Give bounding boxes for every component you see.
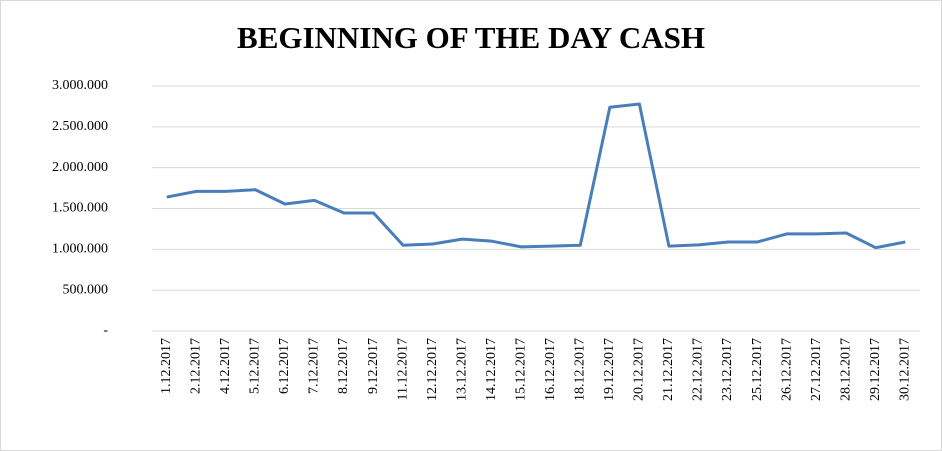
- y-tick-label: 1.500.000: [52, 201, 108, 216]
- x-tick-label: 9.12.2017: [366, 338, 381, 394]
- x-tick-label: 8.12.2017: [336, 338, 351, 394]
- y-tick-label: 2.000.000: [52, 160, 108, 175]
- x-tick-label: 28.12.2017: [838, 338, 853, 401]
- x-tick-label: 23.12.2017: [720, 338, 735, 401]
- y-tick-label: -: [103, 323, 108, 338]
- y-tick-label: 3.000.000: [52, 78, 108, 93]
- x-tick-label: 18.12.2017: [573, 338, 588, 401]
- x-tick-label: 13.12.2017: [454, 338, 469, 401]
- data-line: [166, 102, 906, 250]
- x-tick-label: 20.12.2017: [632, 338, 647, 401]
- x-tick-label: 4.12.2017: [218, 338, 233, 394]
- y-tick-label: 500.000: [63, 282, 109, 297]
- chart-title: BEGINNING OF THE DAY CASH: [237, 20, 705, 55]
- x-tick-label: 14.12.2017: [484, 338, 499, 401]
- x-tick-label: 25.12.2017: [750, 338, 765, 401]
- x-tick-label: 5.12.2017: [248, 338, 263, 394]
- y-tick-label: 2.500.000: [52, 119, 108, 134]
- x-tick-label: 29.12.2017: [868, 338, 883, 401]
- x-tick-label: 15.12.2017: [513, 338, 528, 401]
- x-tick-label: 11.12.2017: [395, 338, 410, 400]
- x-tick-label: 27.12.2017: [809, 338, 824, 401]
- x-tick-label: 16.12.2017: [543, 338, 558, 401]
- x-tick-label: 7.12.2017: [307, 338, 322, 394]
- x-tick-label: 22.12.2017: [691, 338, 706, 401]
- x-tick-label: 19.12.2017: [602, 338, 617, 401]
- x-tick-label: 12.12.2017: [425, 338, 440, 401]
- x-tick-label: 6.12.2017: [277, 338, 292, 394]
- y-tick-label: 1.000.000: [52, 242, 108, 257]
- x-tick-label: 2.12.2017: [189, 338, 204, 394]
- x-tick-label: 30.12.2017: [897, 338, 912, 401]
- x-tick-label: 26.12.2017: [779, 338, 794, 401]
- x-tick-label: 21.12.2017: [661, 338, 676, 401]
- x-tick-label: 1.12.2017: [159, 338, 174, 394]
